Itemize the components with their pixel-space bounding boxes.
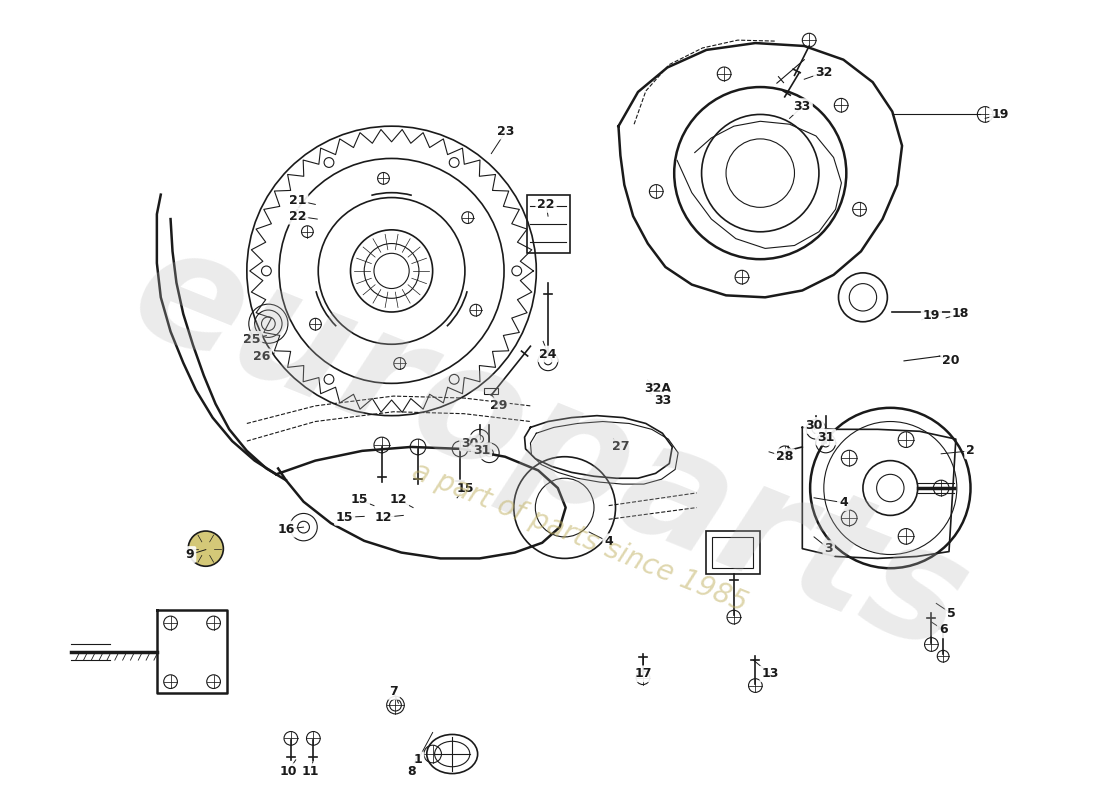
Text: 25: 25	[243, 333, 261, 346]
Text: 15: 15	[336, 511, 353, 524]
Text: 10: 10	[279, 765, 297, 778]
Text: 15: 15	[351, 494, 369, 506]
Text: 20: 20	[943, 354, 959, 367]
Text: 27: 27	[612, 441, 629, 454]
Text: 9: 9	[186, 548, 195, 561]
Text: 21: 21	[289, 194, 307, 207]
Text: 12: 12	[389, 494, 407, 506]
Text: 22: 22	[537, 198, 554, 211]
Text: 1: 1	[414, 754, 422, 766]
Text: 30: 30	[805, 419, 823, 432]
Text: 16: 16	[277, 522, 295, 535]
Text: 4: 4	[839, 496, 848, 509]
Text: 15: 15	[456, 482, 474, 494]
Text: 7: 7	[389, 685, 398, 698]
Text: 2: 2	[966, 444, 975, 458]
Text: 26: 26	[253, 350, 271, 363]
Text: 13: 13	[761, 667, 779, 680]
Text: 3: 3	[824, 542, 833, 555]
Text: 24: 24	[539, 347, 557, 361]
Text: 23: 23	[497, 125, 515, 138]
Text: 31: 31	[817, 430, 835, 444]
Text: 6: 6	[938, 623, 947, 636]
Text: 11: 11	[301, 765, 319, 778]
Text: europarts: europarts	[111, 212, 989, 686]
Text: a part of parts since 1985: a part of parts since 1985	[408, 457, 751, 617]
Text: 19: 19	[991, 108, 1009, 121]
Text: 19: 19	[923, 310, 940, 322]
Text: 18: 18	[952, 307, 969, 321]
Text: 33: 33	[794, 100, 811, 113]
Text: 17: 17	[635, 667, 651, 680]
Text: 29: 29	[491, 399, 508, 412]
Text: 12: 12	[375, 511, 393, 524]
Text: 22: 22	[289, 210, 307, 222]
Text: 30: 30	[461, 437, 478, 450]
Text: 4: 4	[604, 535, 613, 548]
Text: 8: 8	[407, 765, 416, 778]
Text: 5: 5	[947, 606, 955, 620]
Text: 32: 32	[815, 66, 833, 79]
Text: 33: 33	[653, 394, 671, 406]
Text: 31: 31	[473, 444, 491, 458]
Text: 28: 28	[776, 450, 793, 463]
Circle shape	[188, 531, 223, 566]
Text: 32A: 32A	[645, 382, 671, 394]
